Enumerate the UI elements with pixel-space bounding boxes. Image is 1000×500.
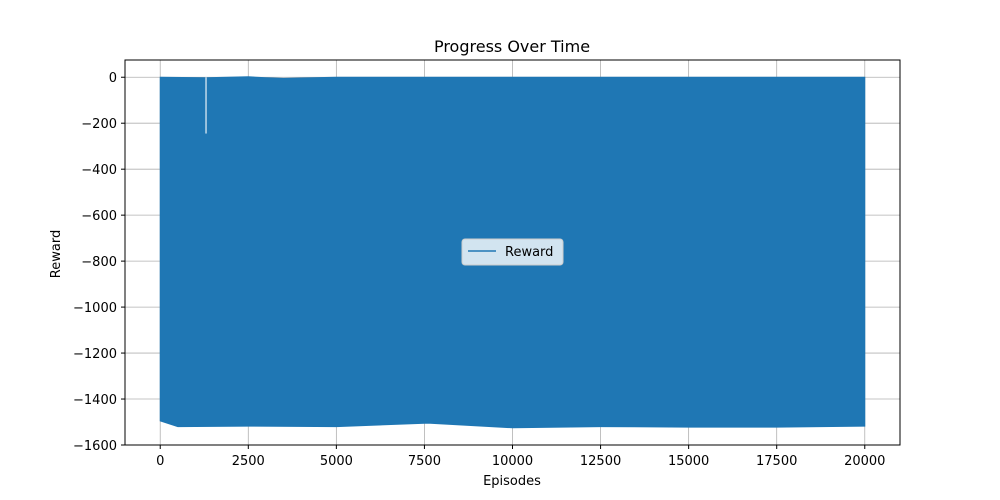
chart-title: Progress Over Time	[434, 37, 590, 56]
x-tick-label-8: 20000	[844, 454, 885, 469]
y-axis-label: Reward	[49, 230, 64, 278]
x-tick-label-5: 12500	[580, 454, 621, 469]
x-tick-label-4: 10000	[492, 454, 533, 469]
x-axis-label: Episodes	[483, 474, 541, 489]
x-tick-label-3: 7500	[408, 454, 441, 469]
y-tick-label-2: −400	[81, 163, 117, 178]
x-tick-label-7: 17500	[756, 454, 797, 469]
y-tick-label-5: −1000	[73, 301, 117, 316]
legend-box	[461, 238, 564, 266]
x-tick-label-0: 0	[156, 454, 164, 469]
legend-label-reward: Reward	[505, 245, 553, 260]
x-tick-label-6: 15000	[668, 454, 709, 469]
y-tick-label-7: −1400	[73, 393, 117, 408]
y-tick-label-6: −1200	[73, 347, 117, 362]
y-tick-label-4: −800	[81, 255, 117, 270]
y-tick-label-1: −200	[81, 117, 117, 132]
x-tick-label-2: 5000	[320, 454, 353, 469]
x-tick-label-1: 2500	[232, 454, 265, 469]
y-tick-label-0: 0	[109, 71, 117, 86]
y-tick-label-8: −1600	[73, 439, 117, 454]
y-tick-label-3: −600	[81, 209, 117, 224]
legend: Reward	[461, 238, 564, 266]
